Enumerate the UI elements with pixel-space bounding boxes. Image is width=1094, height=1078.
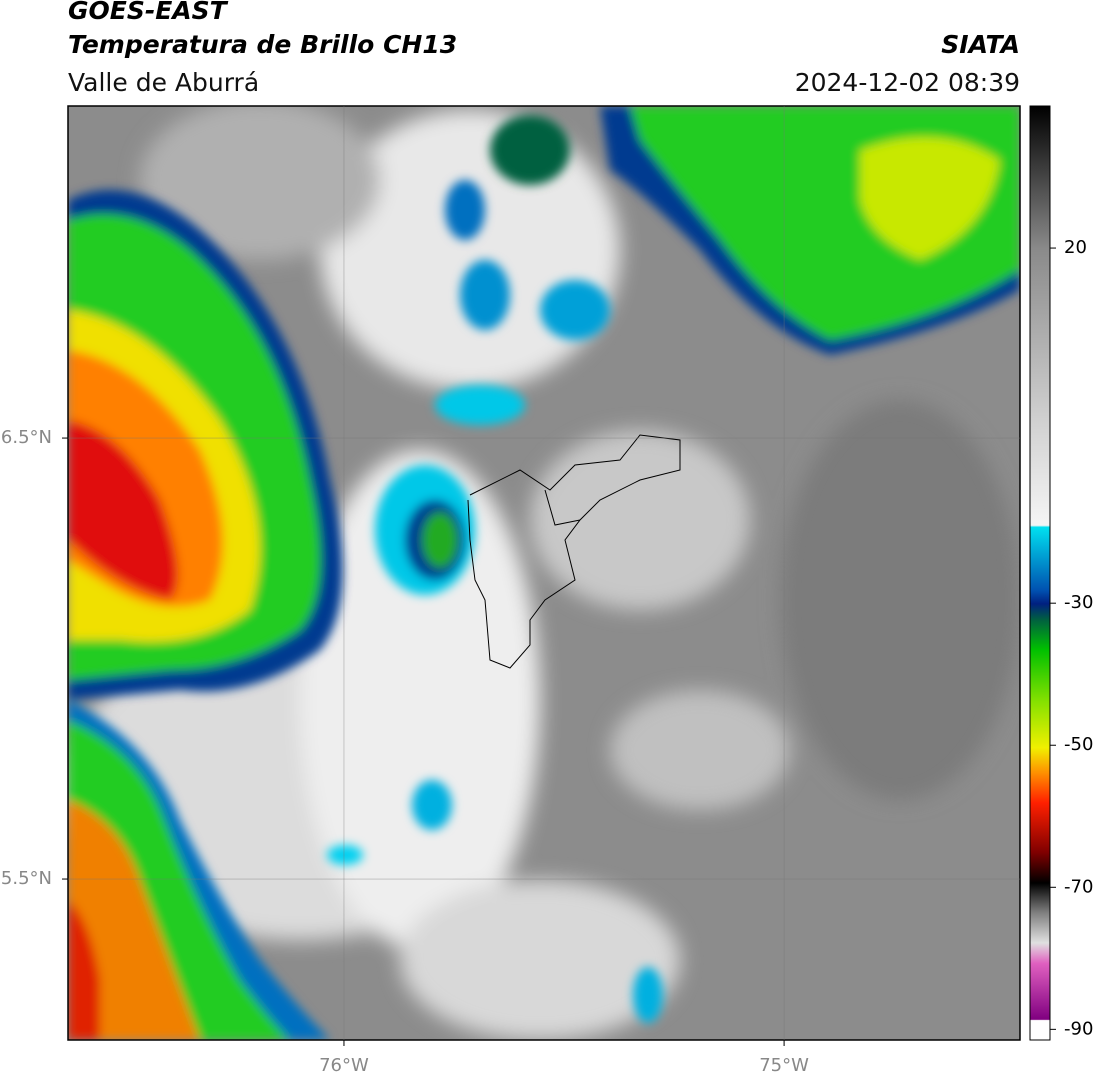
timestamp: 2024-12-02 08:39 — [795, 68, 1020, 97]
map-frame — [67, 105, 1021, 1041]
colorbar — [1029, 105, 1051, 1041]
title: GOES-EAST — [68, 0, 229, 25]
map-image — [68, 106, 1020, 1040]
colorbar-label: -30 — [1064, 592, 1093, 613]
y-tick-label: 6.5°N — [1, 427, 52, 448]
x-tick-label: 75°W — [759, 1055, 809, 1076]
y-tick-label: 5.5°N — [1, 868, 52, 889]
colorbar-label: -50 — [1064, 734, 1093, 755]
colorbar-label: -90 — [1064, 1018, 1093, 1039]
colorbar-label: -70 — [1064, 876, 1093, 897]
colorbar-label: 20 — [1064, 237, 1087, 258]
x-tick-label: 76°W — [319, 1055, 369, 1076]
subtitle: Temperatura de Brillo CH13 — [68, 30, 457, 59]
source: SIATA — [941, 30, 1020, 59]
region: Valle de Aburrá — [68, 68, 259, 97]
